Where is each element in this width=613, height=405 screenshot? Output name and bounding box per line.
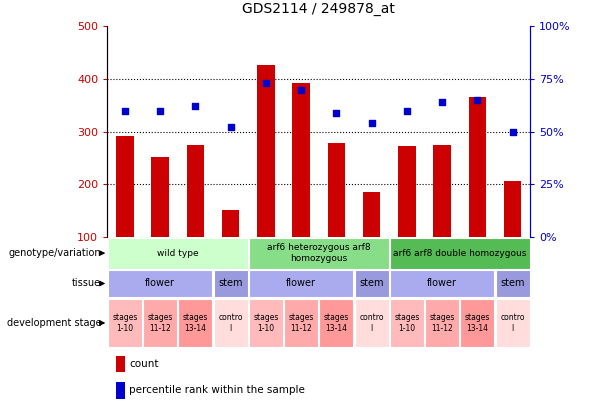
Bar	[390, 270, 494, 297]
Bar	[108, 299, 142, 347]
Bar	[116, 356, 125, 373]
Text: GSM62703: GSM62703	[433, 237, 442, 283]
Text: stages
11-12: stages 11-12	[430, 313, 455, 333]
Point	[261, 80, 271, 86]
Text: genotype/variation: genotype/variation	[9, 248, 101, 258]
Text: GSM62701: GSM62701	[363, 237, 371, 282]
Text: stages
13-14: stages 13-14	[324, 313, 349, 333]
Point	[437, 99, 447, 105]
Bar	[249, 270, 353, 297]
Bar	[327, 143, 345, 237]
Text: GSM62700: GSM62700	[327, 237, 337, 282]
Bar	[186, 145, 204, 237]
Text: GSM62702: GSM62702	[398, 237, 407, 282]
Text: wild type: wild type	[157, 249, 199, 258]
Text: arf6 heterozygous arf8
homozygous: arf6 heterozygous arf8 homozygous	[267, 243, 371, 263]
Point	[120, 107, 130, 114]
Text: stages
13-14: stages 13-14	[183, 313, 208, 333]
Point	[402, 107, 412, 114]
Bar	[398, 146, 416, 237]
Point	[155, 107, 165, 114]
Point	[226, 124, 235, 131]
Bar	[460, 299, 494, 347]
Text: contro
l: contro l	[359, 313, 384, 333]
Bar	[214, 270, 248, 297]
Bar	[108, 270, 212, 297]
Bar	[222, 209, 240, 237]
Point	[367, 120, 376, 126]
Text: stem: stem	[359, 279, 384, 288]
Text: stages
13-14: stages 13-14	[465, 313, 490, 333]
Point	[191, 103, 200, 110]
Text: stages
1-10: stages 1-10	[394, 313, 419, 333]
Bar	[496, 299, 530, 347]
Bar	[249, 299, 283, 347]
Bar	[214, 299, 248, 347]
Text: GSM62694: GSM62694	[116, 237, 125, 282]
Text: stem: stem	[218, 279, 243, 288]
Text: GSM62697: GSM62697	[222, 237, 230, 283]
Text: flower: flower	[427, 279, 457, 288]
Bar	[504, 181, 522, 237]
Bar	[257, 65, 275, 237]
Text: contro
l: contro l	[218, 313, 243, 333]
Text: GSM62704: GSM62704	[468, 237, 478, 282]
Text: GSM62698: GSM62698	[257, 237, 266, 283]
Text: stages
1-10: stages 1-10	[253, 313, 278, 333]
Bar	[425, 299, 459, 347]
Bar	[143, 299, 177, 347]
Bar	[284, 299, 318, 347]
Text: GSM62699: GSM62699	[292, 237, 301, 282]
Text: stages
11-12: stages 11-12	[289, 313, 314, 333]
Bar	[116, 382, 125, 399]
Bar	[390, 299, 424, 347]
Text: flower: flower	[145, 279, 175, 288]
Bar	[468, 98, 486, 237]
Bar	[319, 299, 353, 347]
Text: GSM62705: GSM62705	[504, 237, 512, 282]
Bar	[363, 192, 381, 237]
Point	[508, 128, 517, 135]
Bar	[151, 158, 169, 237]
Point	[473, 97, 482, 103]
Bar	[390, 238, 530, 269]
Bar	[249, 238, 389, 269]
Text: GSM62695: GSM62695	[151, 237, 160, 282]
Bar	[292, 83, 310, 237]
Bar	[116, 136, 134, 237]
Text: count: count	[129, 359, 159, 369]
Bar	[496, 270, 530, 297]
Text: stages
1-10: stages 1-10	[112, 313, 137, 333]
Text: stages
11-12: stages 11-12	[148, 313, 173, 333]
Bar	[178, 299, 212, 347]
Text: stem: stem	[500, 279, 525, 288]
Text: tissue: tissue	[72, 279, 101, 288]
Text: contro
l: contro l	[500, 313, 525, 333]
Bar	[433, 145, 451, 237]
Point	[332, 109, 341, 116]
Point	[296, 86, 306, 93]
Text: flower: flower	[286, 279, 316, 288]
Bar	[355, 270, 389, 297]
Text: development stage: development stage	[7, 318, 101, 328]
Text: GDS2114 / 249878_at: GDS2114 / 249878_at	[242, 2, 395, 16]
Bar	[355, 299, 389, 347]
Bar	[108, 238, 248, 269]
Text: arf6 arf8 double homozygous: arf6 arf8 double homozygous	[393, 249, 527, 258]
Text: percentile rank within the sample: percentile rank within the sample	[129, 385, 305, 395]
Text: GSM62696: GSM62696	[186, 237, 196, 283]
